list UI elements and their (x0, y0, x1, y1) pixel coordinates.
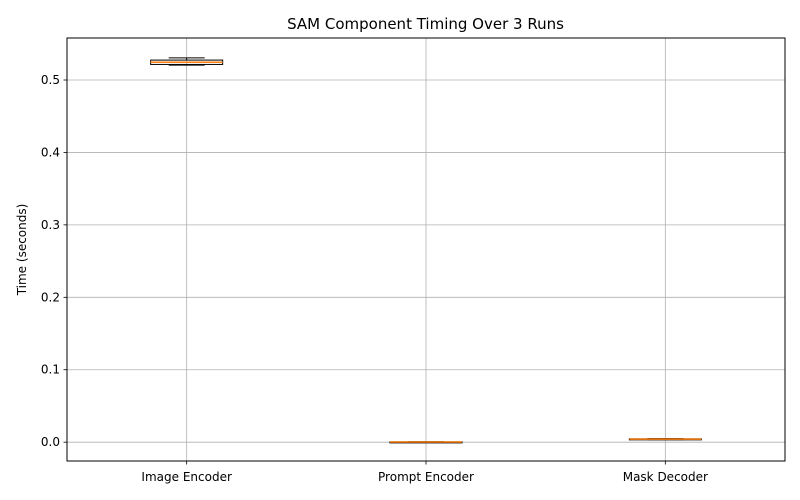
x-tick-label: Mask Decoder (623, 470, 708, 484)
x-tick-label: Prompt Encoder (378, 470, 474, 484)
y-tick-label: 0.2 (41, 290, 60, 304)
grid-lines (67, 38, 785, 461)
x-axis-ticks: Image Encoder Prompt Encoder Mask Decoder (141, 461, 708, 484)
y-tick-label: 0.4 (41, 145, 60, 159)
box-mask-decoder (628, 438, 702, 441)
y-tick-label: 0.0 (41, 435, 60, 449)
box-image-encoder (150, 57, 224, 66)
chart-title: SAM Component Timing Over 3 Runs (287, 15, 564, 33)
x-tick-label: Image Encoder (141, 470, 232, 484)
y-tick-label: 0.1 (41, 363, 60, 377)
box-series (150, 57, 702, 444)
y-axis-ticks: 0.0 0.1 0.2 0.3 0.4 0.5 (41, 73, 67, 449)
y-tick-label: 0.5 (41, 73, 60, 87)
y-axis-title: Time (seconds) (15, 204, 29, 297)
box-prompt-encoder (389, 441, 463, 444)
y-tick-label: 0.3 (41, 218, 60, 232)
